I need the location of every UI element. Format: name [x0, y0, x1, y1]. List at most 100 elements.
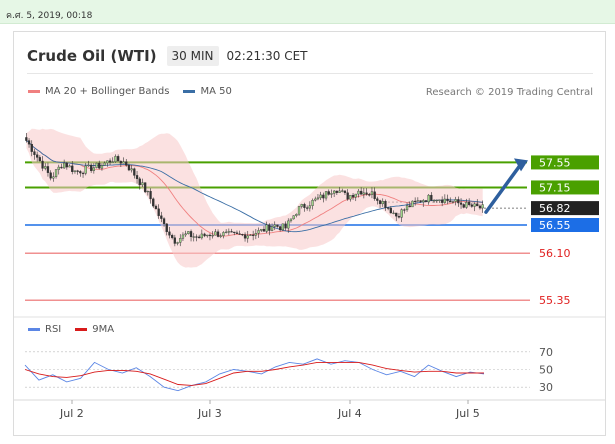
candle-body [427, 194, 430, 203]
candle-body [400, 209, 403, 218]
rsi-tick-50: 50 [539, 364, 553, 377]
candle-body [311, 200, 314, 206]
candle-body [370, 191, 374, 195]
ma50-swatch [183, 90, 196, 93]
candle-body [165, 223, 168, 233]
candle-body [351, 194, 355, 198]
candle-body [222, 232, 225, 237]
candle-body [238, 233, 241, 235]
candle-body [25, 137, 28, 141]
candle-body [119, 160, 122, 164]
candle-body [103, 162, 106, 166]
candle-body [408, 205, 411, 208]
level-label-56.55: 56.55 [539, 219, 571, 232]
candle-body [36, 154, 39, 158]
candle-body [397, 215, 401, 218]
level-label-56.10: 56.10 [539, 247, 571, 260]
candle-body [252, 234, 255, 236]
candle-body [481, 204, 484, 209]
candle-body [171, 235, 174, 238]
candle-body [30, 143, 33, 152]
candle-body [60, 166, 63, 169]
candle-body [225, 231, 228, 233]
candle-body [125, 161, 128, 166]
series-rsi [24, 358, 485, 392]
candle-body [243, 234, 247, 239]
candle-body [462, 204, 465, 208]
candle-body [38, 157, 41, 162]
candle-body [387, 207, 390, 209]
level-label-55.35: 55.35 [539, 294, 571, 307]
candle-body [422, 200, 425, 203]
candle-body [114, 156, 117, 162]
candle-body [100, 165, 104, 169]
candle-body [46, 166, 50, 173]
candle-body [76, 170, 79, 172]
candle-body [368, 194, 371, 196]
candle-body [365, 192, 368, 195]
candle-body [87, 164, 90, 167]
candle-body [478, 205, 482, 209]
time-label: 02:21:30 CET [226, 49, 308, 63]
candle-body [133, 168, 136, 176]
candle-body [138, 178, 141, 186]
candle-body [162, 218, 166, 225]
legend-ma50: MA 50 [183, 86, 232, 97]
candle-body [392, 212, 395, 214]
candle-body [90, 164, 93, 171]
candle-body [295, 213, 298, 216]
candle-body [373, 191, 376, 199]
candle-body [457, 199, 460, 204]
candle-body [276, 224, 279, 227]
candle-body [108, 160, 112, 163]
candle-body [300, 204, 303, 207]
level-label-57.15: 57.15 [539, 181, 571, 194]
candle-body [249, 234, 252, 236]
chart-header: Crude Oil (WTI) 30 MIN 02:21:30 CET [27, 44, 308, 68]
candle-body [287, 220, 290, 229]
candle-body [357, 190, 360, 195]
candle-body [233, 231, 236, 233]
candle-body [468, 202, 471, 205]
rsi-tick-30: 30 [539, 381, 553, 394]
candle-body [216, 231, 220, 237]
candle-body [195, 236, 198, 238]
candle-body [73, 170, 77, 172]
candle-body [214, 231, 217, 236]
level-label-57.55: 57.55 [539, 156, 571, 169]
candle-body [376, 198, 379, 201]
legend-ma20: MA 20 + Bollinger Bands [28, 86, 169, 97]
candle-body [95, 162, 98, 168]
candle-body [451, 201, 455, 203]
candle-body [473, 203, 476, 207]
candle-body [459, 202, 463, 205]
candle-body [476, 203, 479, 207]
candle-body [57, 166, 60, 170]
candle-body [289, 218, 293, 222]
candle-body [465, 202, 468, 208]
candle-body [111, 161, 114, 163]
candle-body [235, 232, 239, 234]
candle-body [144, 182, 147, 193]
x-tick-jul-3: Jul 3 [197, 407, 222, 420]
candle-body [338, 190, 341, 193]
candle-body [71, 165, 74, 172]
forecast-arrow-shaft [484, 163, 522, 214]
candle-body [438, 199, 441, 201]
ma20-label: MA 20 + Bollinger Bands [45, 86, 170, 97]
candle-body [297, 206, 301, 215]
candle-body [173, 237, 176, 244]
candle-body [27, 140, 31, 145]
candle-body [41, 160, 44, 169]
candle-body [92, 167, 95, 171]
candle-body [44, 166, 47, 169]
candle-body [273, 224, 276, 227]
candle-body [262, 228, 266, 232]
timeframe-badge[interactable]: 30 MIN [166, 46, 219, 66]
candle-body [157, 208, 160, 216]
candle-body [127, 165, 131, 171]
x-tick-jul-4: Jul 4 [337, 407, 362, 420]
candle-body [306, 207, 309, 209]
candle-body [324, 191, 328, 199]
candle-body [168, 231, 171, 236]
